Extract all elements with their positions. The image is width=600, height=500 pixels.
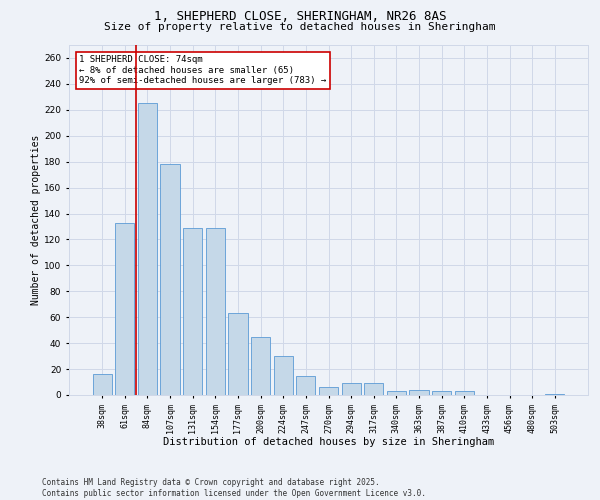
Bar xyxy=(183,228,202,395)
Bar xyxy=(432,391,451,395)
Bar xyxy=(545,394,565,395)
Bar xyxy=(319,387,338,395)
Bar xyxy=(92,374,112,395)
Bar xyxy=(206,228,225,395)
Bar xyxy=(296,376,316,395)
Bar xyxy=(115,222,134,395)
Bar xyxy=(251,336,270,395)
Bar xyxy=(229,314,248,395)
Bar xyxy=(274,356,293,395)
Bar xyxy=(138,104,157,395)
Bar xyxy=(160,164,180,395)
Text: 1 SHEPHERD CLOSE: 74sqm
← 8% of detached houses are smaller (65)
92% of semi-det: 1 SHEPHERD CLOSE: 74sqm ← 8% of detached… xyxy=(79,56,326,86)
Bar xyxy=(387,391,406,395)
Bar xyxy=(341,384,361,395)
X-axis label: Distribution of detached houses by size in Sheringham: Distribution of detached houses by size … xyxy=(163,437,494,447)
Text: Size of property relative to detached houses in Sheringham: Size of property relative to detached ho… xyxy=(104,22,496,32)
Text: Contains HM Land Registry data © Crown copyright and database right 2025.
Contai: Contains HM Land Registry data © Crown c… xyxy=(42,478,426,498)
Bar xyxy=(364,384,383,395)
Text: 1, SHEPHERD CLOSE, SHERINGHAM, NR26 8AS: 1, SHEPHERD CLOSE, SHERINGHAM, NR26 8AS xyxy=(154,10,446,23)
Y-axis label: Number of detached properties: Number of detached properties xyxy=(31,135,41,305)
Bar xyxy=(455,391,474,395)
Bar xyxy=(409,390,428,395)
